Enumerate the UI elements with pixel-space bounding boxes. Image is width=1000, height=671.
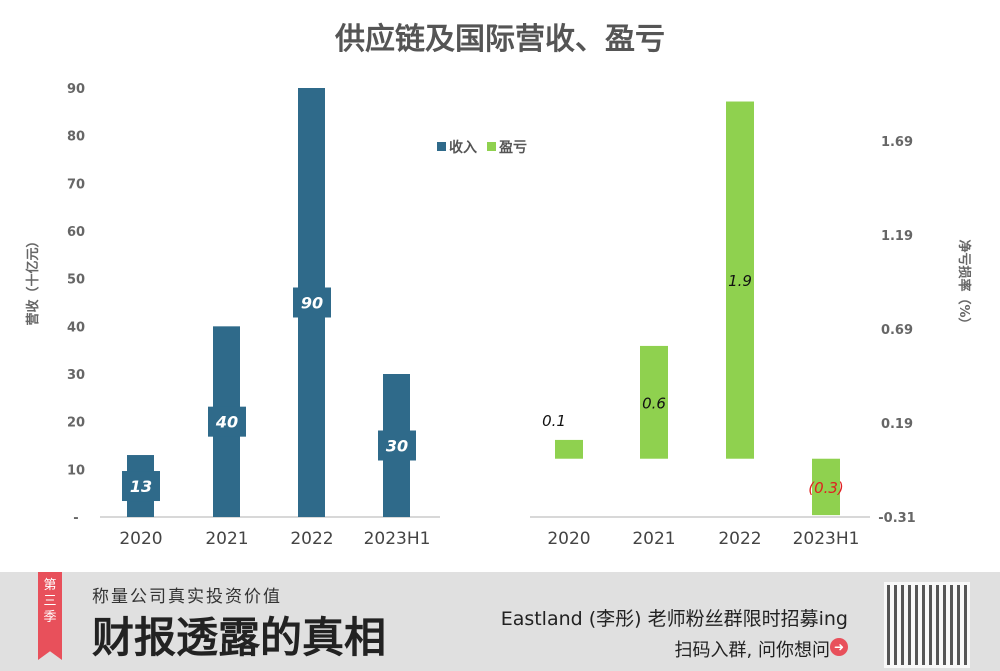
promo-banner: 第三季 称量公司真实投资价值 财报透露的真相 Eastland (李彤) 老师粉… [0, 572, 1000, 671]
scan-cta[interactable]: 扫码入群, 问你想问 [674, 640, 830, 661]
y-tick-left: 60 [67, 225, 85, 240]
revenue-data-label: 13 [130, 477, 152, 496]
season-ribbon: 第三季 [38, 572, 62, 660]
y-tick-left: 40 [67, 320, 85, 335]
y-axis-label-left: 营收（十亿元） [25, 234, 41, 325]
x-tick-right: 2022 [718, 529, 761, 549]
chart-title: 供应链及国际营收、盈亏 [335, 22, 665, 57]
y-tick-right: 0.69 [881, 323, 913, 338]
y-tick-right: 1.69 [881, 135, 913, 150]
legend-label-profit: 盈亏 [498, 140, 527, 156]
revenue-data-label: 30 [386, 437, 408, 456]
profit-data-label: (0.3) [808, 479, 844, 497]
y-tick-left: 50 [67, 273, 85, 288]
profit-data-label: 0.6 [642, 394, 666, 412]
x-tick-left: 2021 [205, 529, 248, 549]
qr-code[interactable] [884, 582, 970, 668]
profit-bar [812, 458, 840, 516]
x-tick-left: 2020 [119, 529, 162, 549]
y-tick-left: 80 [67, 130, 85, 145]
revenue-label-box [293, 287, 331, 318]
profit-data-label: 1.9 [728, 272, 752, 290]
banner-headline: 财报透露的真相 [92, 613, 387, 662]
y-tick-left: 20 [67, 416, 85, 431]
y-tick-right: 1.19 [881, 229, 913, 244]
y-tick-left: - [73, 511, 78, 526]
revenue-label-box [122, 471, 160, 502]
x-tick-left: 2022 [290, 529, 333, 549]
x-tick-right: 2020 [547, 529, 590, 549]
y-tick-left: 10 [67, 463, 85, 478]
profit-data-label: 0.1 [542, 412, 566, 430]
y-axis-label-right: 净亏损率（%） [956, 239, 972, 330]
revenue-label-box [378, 430, 416, 461]
y-tick-left: 70 [67, 177, 85, 192]
x-tick-right: 2021 [632, 529, 675, 549]
banner-subtitle: 称量公司真实投资价值 [92, 587, 282, 607]
legend-swatch-revenue [437, 142, 446, 151]
promo-text: Eastland (李彤) 老师粉丝群限时招募ing [500, 608, 848, 630]
profit-bar [555, 439, 583, 459]
x-tick-left: 2023H1 [364, 529, 431, 549]
legend-label-revenue: 收入 [449, 139, 477, 156]
profit-bar [640, 345, 668, 459]
y-tick-left: 30 [67, 368, 85, 383]
y-tick-right: -0.31 [878, 511, 915, 526]
revenue-data-label: 90 [301, 294, 323, 313]
chart: - 10 20 30 40 50 60 70 80 90 营收（十亿元） 13 2020 40 2021 90… [25, 82, 972, 549]
legend-swatch-profit [487, 142, 496, 151]
revenue-data-label: 40 [215, 413, 238, 432]
y-tick-right: 0.19 [881, 417, 913, 432]
y-tick-left: 90 [67, 82, 85, 97]
x-tick-right: 2023H1 [793, 529, 860, 549]
revenue-label-box [208, 406, 246, 437]
arrow-right-icon[interactable]: ➜ [830, 638, 848, 656]
profit-bar [726, 101, 754, 459]
